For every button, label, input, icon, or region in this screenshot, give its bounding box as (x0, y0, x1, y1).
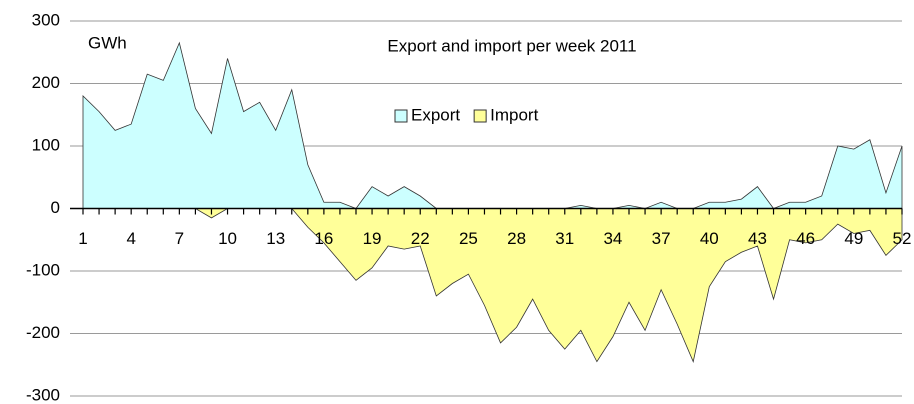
y-tick-label: -200 (26, 323, 60, 342)
x-tick-label: 7 (175, 229, 184, 248)
x-tick-label: 22 (411, 229, 430, 248)
legend-label: Import (490, 105, 538, 124)
area (82, 41, 903, 209)
x-tick-label: 40 (700, 229, 719, 248)
x-tick-label: 46 (796, 229, 815, 248)
y-tick-label: 0 (51, 198, 60, 217)
x-tick-label: 43 (748, 229, 767, 248)
x-tick-label: 13 (266, 229, 285, 248)
x-tick-label: 1 (78, 229, 87, 248)
x-tick-label: 28 (507, 229, 526, 248)
x-tick-label: 49 (844, 229, 863, 248)
y-tick-label: 200 (32, 73, 60, 92)
area (83, 208, 903, 363)
x-tick-label: 10 (218, 229, 237, 248)
x-tick-label: 31 (555, 229, 574, 248)
x-tick-label: 25 (459, 229, 478, 248)
legend-label: Export (411, 105, 460, 124)
y-tick-label: 100 (32, 135, 60, 154)
x-tick-label: 19 (363, 229, 382, 248)
legend-swatch (394, 109, 408, 123)
x-tick-label: 16 (314, 229, 333, 248)
y-tick-label: -300 (26, 385, 60, 404)
x-tick-label: 37 (652, 229, 671, 248)
x-tick-label: 52 (893, 229, 912, 248)
y-axis-label: GWh (88, 33, 127, 52)
chart-title: Export and import per week 2011 (387, 36, 636, 55)
x-tick-label: 34 (603, 229, 622, 248)
x-tick-label: 4 (126, 229, 135, 248)
y-tick-label: -100 (26, 260, 60, 279)
y-tick-label: 300 (32, 10, 60, 29)
legend-swatch (473, 109, 487, 123)
